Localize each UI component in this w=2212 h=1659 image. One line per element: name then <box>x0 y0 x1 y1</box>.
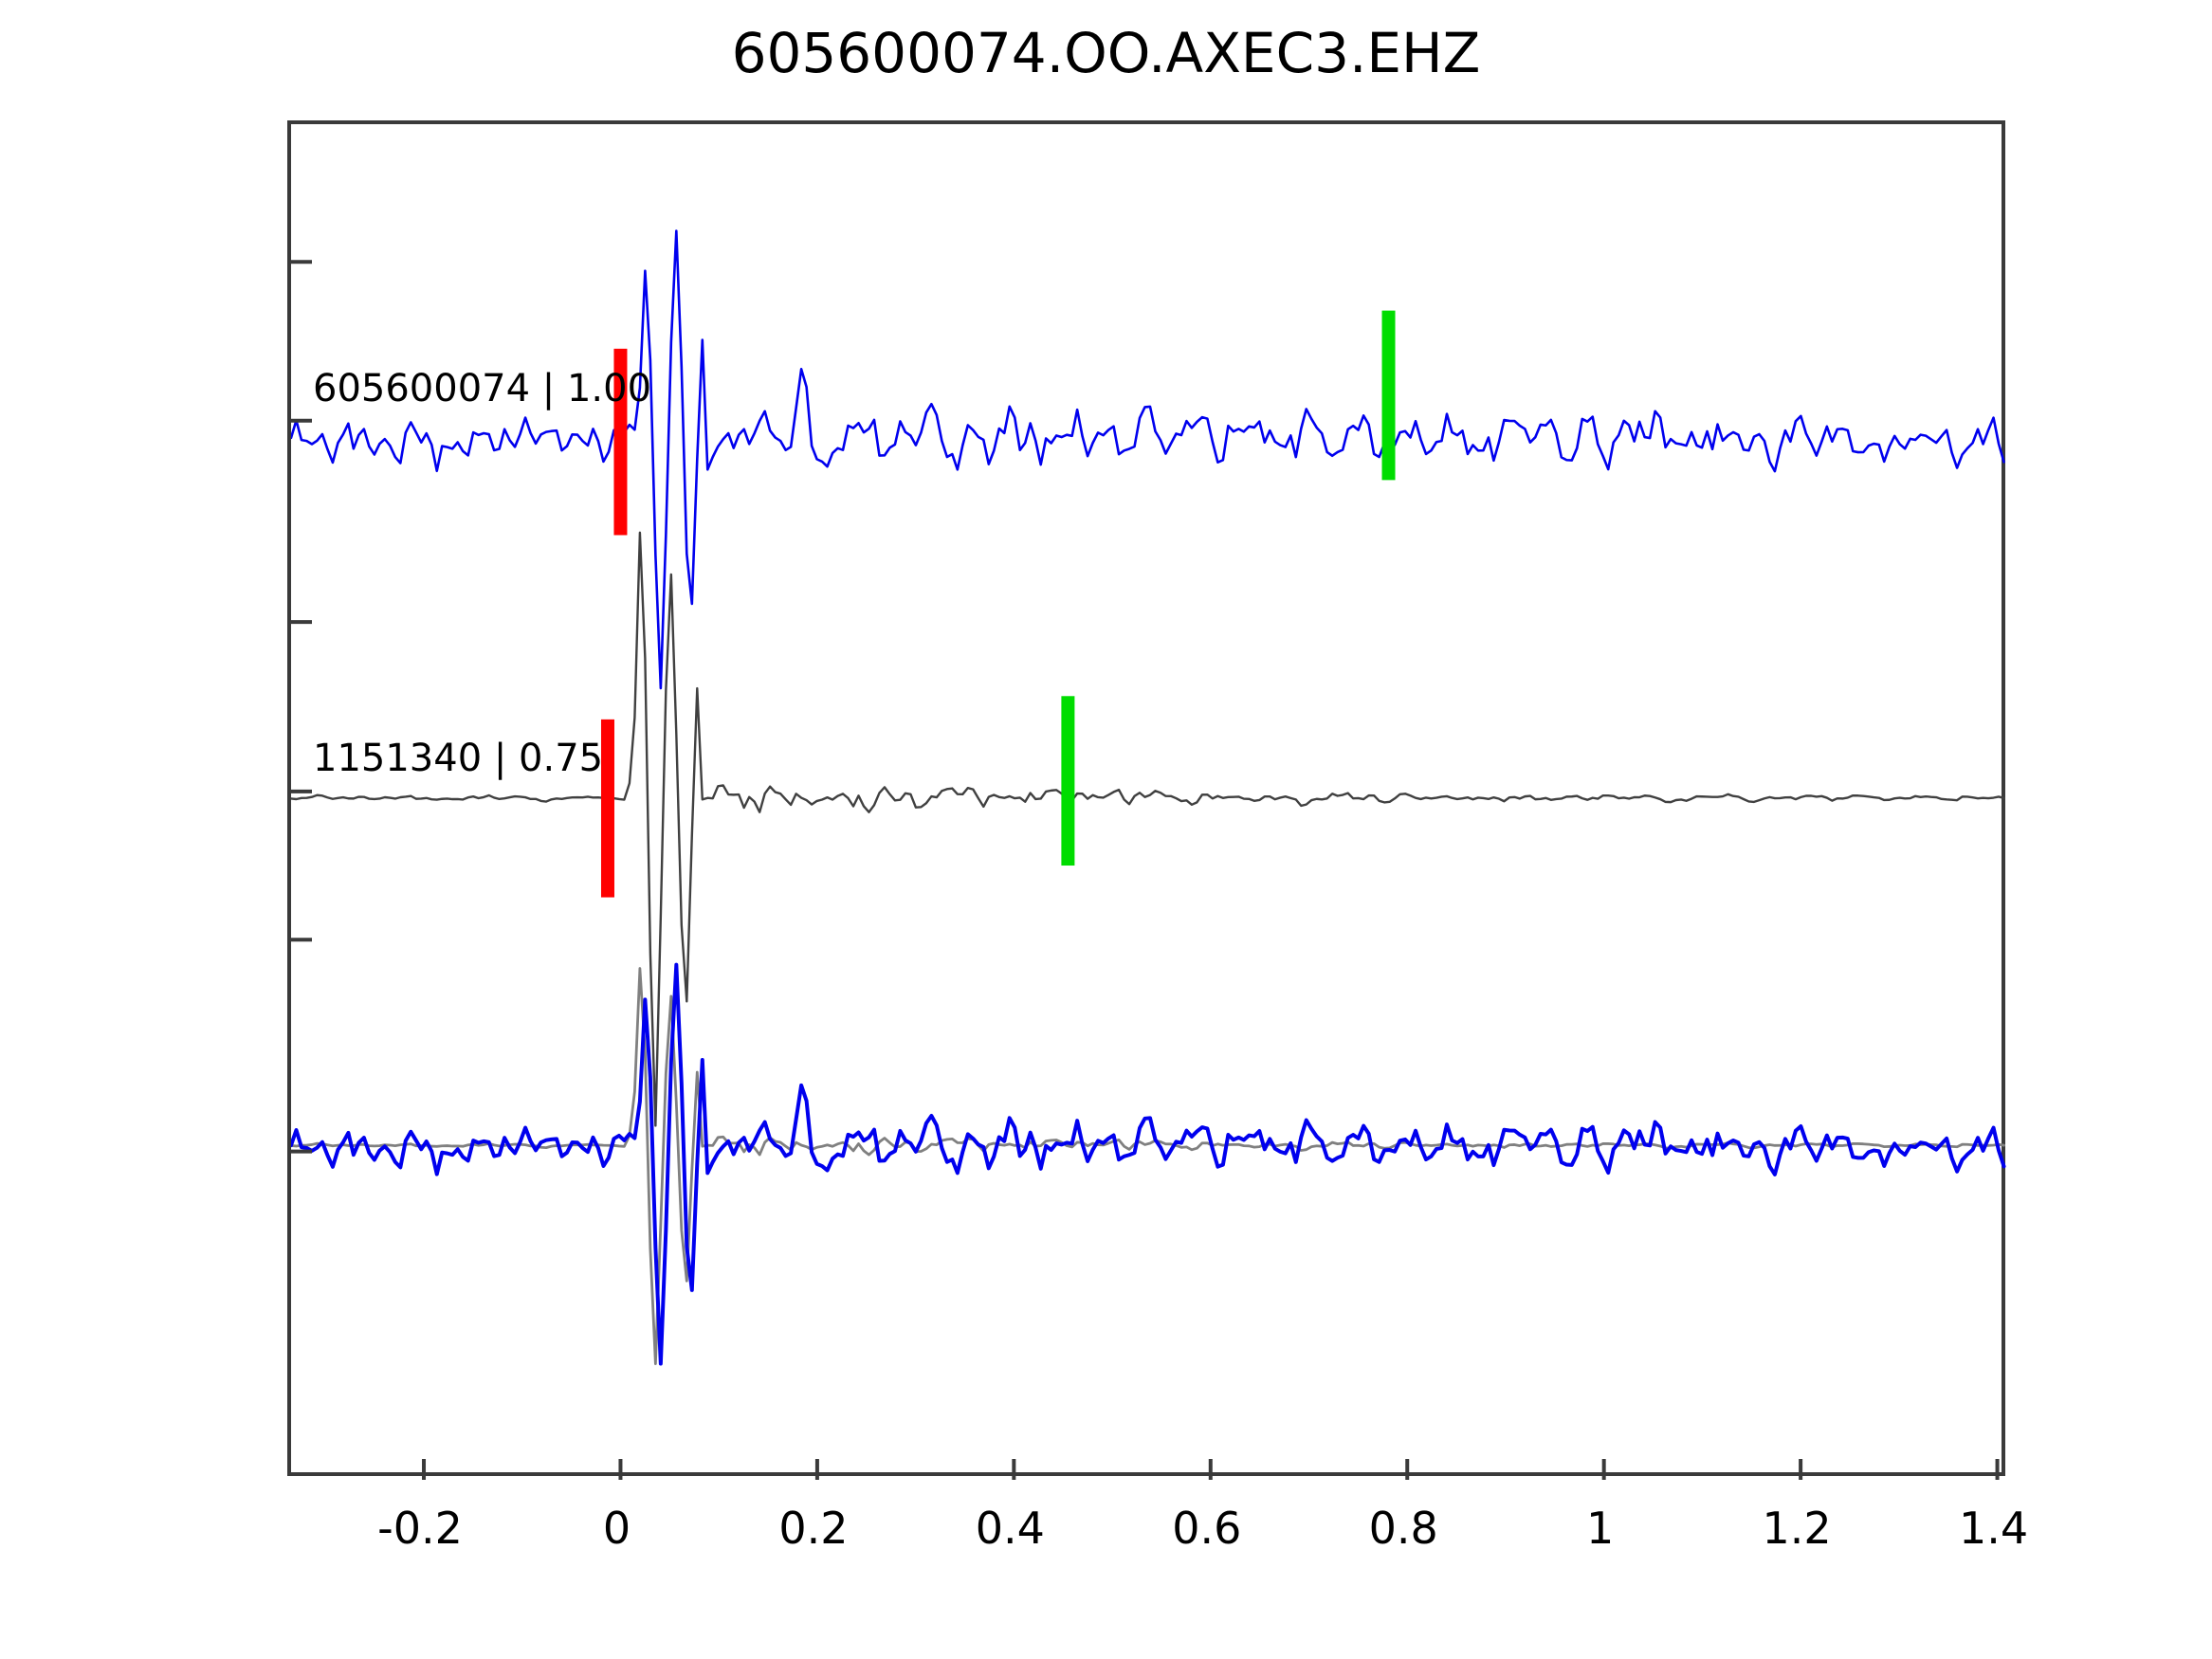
waveform-trace-1151340 <box>291 967 2005 1365</box>
x-tick-label: 1.2 <box>1762 1503 1832 1554</box>
trace-label-template: 605600074 | 1.00 <box>313 367 652 410</box>
pick-marker-p-pick-trace-1 <box>613 348 628 536</box>
panel-detection-waveform <box>291 531 2005 1127</box>
x-tick-label: 0 <box>602 1503 631 1554</box>
x-tick-label: 1.4 <box>1958 1503 2029 1554</box>
panel-overlay-comparison <box>291 962 2006 1366</box>
waveform-trace-605600074 <box>291 229 2005 690</box>
waveform-canvas <box>291 229 2006 1480</box>
pick-marker-s-pick-trace-1 <box>1381 310 1396 481</box>
plot-axes <box>287 120 2006 1480</box>
waveform-trace-605600074 <box>291 962 2006 1366</box>
x-tick-label: 1 <box>1586 1503 1615 1554</box>
x-tick-label: 0.4 <box>975 1503 1045 1554</box>
pick-marker-p-pick-trace-2 <box>600 719 614 898</box>
x-tick-label: 0.2 <box>778 1503 849 1554</box>
panel-template-waveform <box>291 229 2005 690</box>
pick-marker-s-pick-trace-2 <box>1061 696 1075 866</box>
x-tick-label: 0.8 <box>1368 1503 1438 1554</box>
figure-title: 605600074.OO.AXEC3.EHZ <box>731 21 1481 85</box>
x-tick-label: 0.6 <box>1172 1503 1242 1554</box>
trace-label-detection: 1151340 | 0.75 <box>313 737 604 780</box>
waveform-trace-1151340 <box>291 531 2005 1127</box>
x-tick-label: -0.2 <box>377 1503 463 1554</box>
